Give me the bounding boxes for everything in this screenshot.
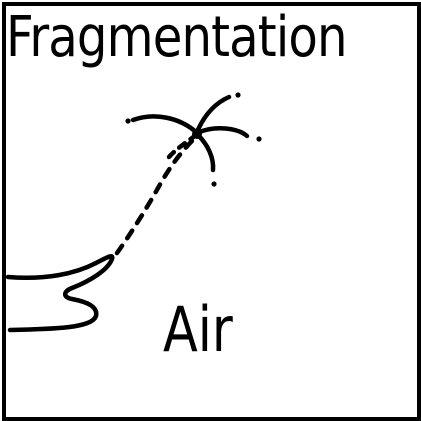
fragment-dot-upper bbox=[235, 92, 241, 98]
fragment-dot-right bbox=[256, 136, 262, 142]
fragment-arc-down bbox=[195, 132, 216, 173]
medium-label: Air bbox=[163, 293, 233, 366]
fragment-arc-right bbox=[194, 126, 250, 139]
diagram-title: Fragmentation bbox=[6, 5, 347, 70]
fragment-dot-bottom bbox=[211, 181, 217, 187]
fragment-arc-up bbox=[194, 94, 232, 135]
fragment-center bbox=[192, 129, 202, 139]
hand-outline bbox=[5, 254, 115, 333]
fragment-arc-lower-left bbox=[166, 132, 199, 160]
fragment-dot-left bbox=[125, 118, 131, 124]
fragment-arc-left bbox=[130, 114, 199, 135]
trajectory-path bbox=[114, 133, 200, 256]
